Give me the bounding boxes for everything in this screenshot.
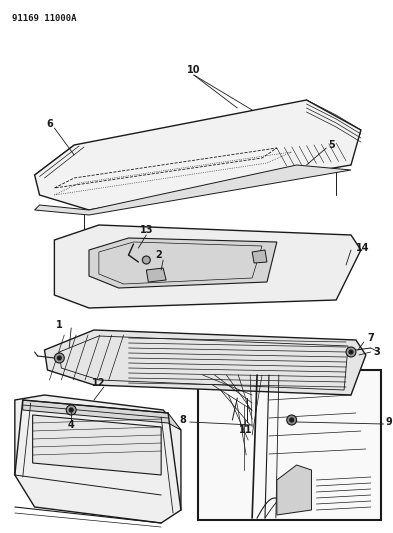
Circle shape <box>66 405 76 415</box>
Circle shape <box>57 356 61 360</box>
Text: 11: 11 <box>239 425 252 435</box>
Circle shape <box>142 256 150 264</box>
Polygon shape <box>252 250 267 263</box>
Text: 9: 9 <box>386 417 392 427</box>
Text: 1: 1 <box>56 320 63 330</box>
Text: 10: 10 <box>187 65 200 75</box>
Polygon shape <box>146 268 166 282</box>
Text: 13: 13 <box>140 225 153 235</box>
Text: 91169 11000A: 91169 11000A <box>12 14 76 23</box>
Text: 14: 14 <box>356 243 369 253</box>
Polygon shape <box>89 238 277 288</box>
Text: 8: 8 <box>179 415 186 425</box>
Text: 5: 5 <box>328 140 334 150</box>
Text: 4: 4 <box>68 420 75 430</box>
Polygon shape <box>35 165 351 215</box>
Circle shape <box>349 350 353 354</box>
Text: 6: 6 <box>46 119 53 129</box>
Circle shape <box>287 415 297 425</box>
Bar <box>198 370 381 520</box>
Text: 3: 3 <box>374 347 380 357</box>
Text: 7: 7 <box>368 333 375 343</box>
Polygon shape <box>35 100 361 210</box>
Circle shape <box>290 418 294 422</box>
Polygon shape <box>15 395 181 523</box>
Text: 12: 12 <box>92 378 106 388</box>
Polygon shape <box>54 225 361 308</box>
Polygon shape <box>277 465 312 515</box>
Circle shape <box>54 353 64 363</box>
Circle shape <box>69 408 73 412</box>
Circle shape <box>346 347 356 357</box>
Text: 2: 2 <box>155 250 162 260</box>
Polygon shape <box>44 330 366 395</box>
Polygon shape <box>33 415 161 475</box>
Polygon shape <box>23 400 181 430</box>
